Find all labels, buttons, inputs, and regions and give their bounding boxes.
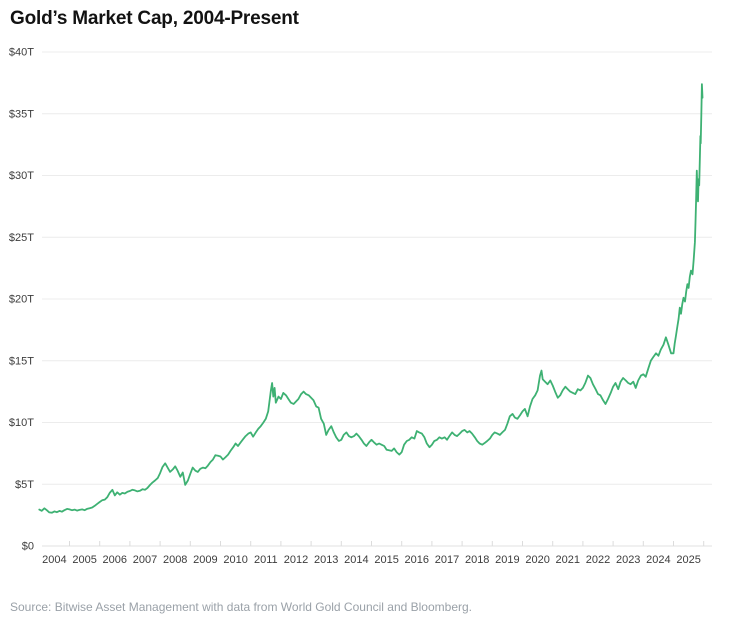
y-axis-label: $35T	[9, 108, 34, 120]
x-axis-label: 2025	[676, 554, 700, 566]
x-axis-label: 2017	[435, 554, 459, 566]
y-axis-label: $25T	[9, 232, 34, 244]
x-axis-label: 2006	[103, 554, 127, 566]
x-axis-label: 2016	[405, 554, 429, 566]
x-axis-label: 2023	[616, 554, 640, 566]
x-axis-label: 2018	[465, 554, 489, 566]
x-axis-label: 2008	[163, 554, 187, 566]
x-axis-label: 2007	[133, 554, 157, 566]
source-note: Source: Bitwise Asset Management with da…	[10, 600, 472, 614]
x-axis-label: 2004	[42, 554, 66, 566]
y-axis-label: $10T	[9, 417, 34, 429]
y-axis-label: $30T	[9, 170, 34, 182]
x-axis-label: 2022	[586, 554, 610, 566]
y-axis-label: $15T	[9, 355, 34, 367]
y-axis-label: $20T	[9, 294, 34, 306]
x-axis-label: 2013	[314, 554, 338, 566]
x-axis-label: 2021	[556, 554, 580, 566]
x-axis-label: 2019	[495, 554, 519, 566]
x-axis-label: 2024	[646, 554, 670, 566]
x-axis-label: 2005	[72, 554, 96, 566]
x-axis-label: 2014	[344, 554, 368, 566]
x-axis-label: 2011	[254, 554, 278, 566]
y-axis-label: $40T	[9, 47, 34, 59]
chart-title: Gold’s Market Cap, 2004-Present	[10, 8, 299, 29]
x-axis-label: 2010	[223, 554, 247, 566]
y-axis-label: $5T	[15, 479, 34, 491]
market-cap-line	[38, 83, 704, 514]
x-axis-label: 2015	[374, 554, 398, 566]
x-axis-label: 2009	[193, 554, 217, 566]
x-axis-label: 2012	[284, 554, 308, 566]
x-axis-label: 2020	[525, 554, 549, 566]
y-axis-label: $0	[22, 541, 34, 553]
